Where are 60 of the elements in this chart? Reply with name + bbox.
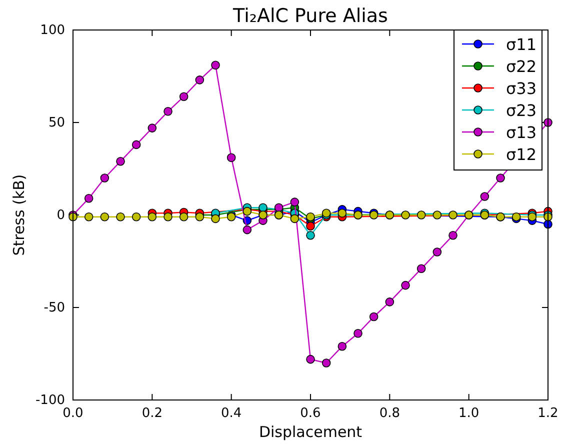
point — [116, 212, 125, 222]
point — [496, 174, 505, 182]
point — [416, 210, 426, 220]
point — [306, 222, 315, 230]
point — [432, 248, 442, 256]
point — [132, 140, 141, 150]
point — [448, 210, 458, 220]
point — [369, 312, 378, 322]
point — [306, 230, 315, 240]
point — [290, 214, 300, 224]
point — [226, 153, 236, 162]
legend-label: σ11 — [506, 35, 536, 54]
y-tick-label: 50 — [48, 116, 65, 131]
point — [401, 210, 410, 220]
y-axis-title: Stress (kB) — [10, 174, 28, 256]
point — [242, 225, 252, 234]
point — [322, 358, 331, 368]
point — [306, 354, 315, 364]
chart-title: Ti₂AlC Pure Alias — [232, 5, 388, 27]
point — [84, 212, 94, 222]
y-tick-label: -50 — [44, 300, 65, 316]
x-tick-label: 0.4 — [220, 406, 242, 422]
x-tick-label: 0.6 — [300, 406, 321, 422]
legend-label: σ13 — [506, 123, 536, 142]
point — [164, 107, 172, 116]
legend-label: σ33 — [506, 79, 536, 98]
point — [211, 60, 220, 70]
point — [148, 212, 157, 222]
point — [290, 198, 300, 206]
point — [100, 212, 110, 222]
point — [148, 124, 157, 132]
point — [116, 156, 125, 166]
legend-label: σ12 — [506, 145, 536, 164]
point — [132, 212, 141, 222]
point — [179, 212, 188, 222]
point — [100, 174, 110, 182]
point — [432, 210, 442, 220]
point — [338, 342, 347, 351]
point — [195, 76, 204, 84]
point — [354, 329, 362, 338]
legend-label: σ23 — [506, 101, 536, 120]
x-tick-label: 1.2 — [538, 406, 558, 422]
point — [164, 212, 172, 222]
y-tick-label: 100 — [40, 23, 65, 38]
x-tick-label: 1.0 — [458, 406, 480, 422]
point — [385, 298, 394, 306]
x-tick-label: 0.2 — [142, 406, 163, 422]
point — [179, 92, 188, 101]
point — [211, 214, 220, 224]
x-tick-label: 0.8 — [379, 406, 400, 422]
point — [401, 280, 410, 290]
y-tick-label: 0 — [56, 208, 65, 224]
y-tick-label: -100 — [35, 393, 65, 408]
point — [448, 230, 458, 240]
x-axis-title: Displacement — [258, 423, 362, 441]
legend-label: σ22 — [506, 57, 536, 76]
x-tick-label: 0.0 — [62, 406, 84, 422]
point — [416, 264, 426, 274]
point — [84, 194, 94, 203]
point — [480, 192, 490, 201]
